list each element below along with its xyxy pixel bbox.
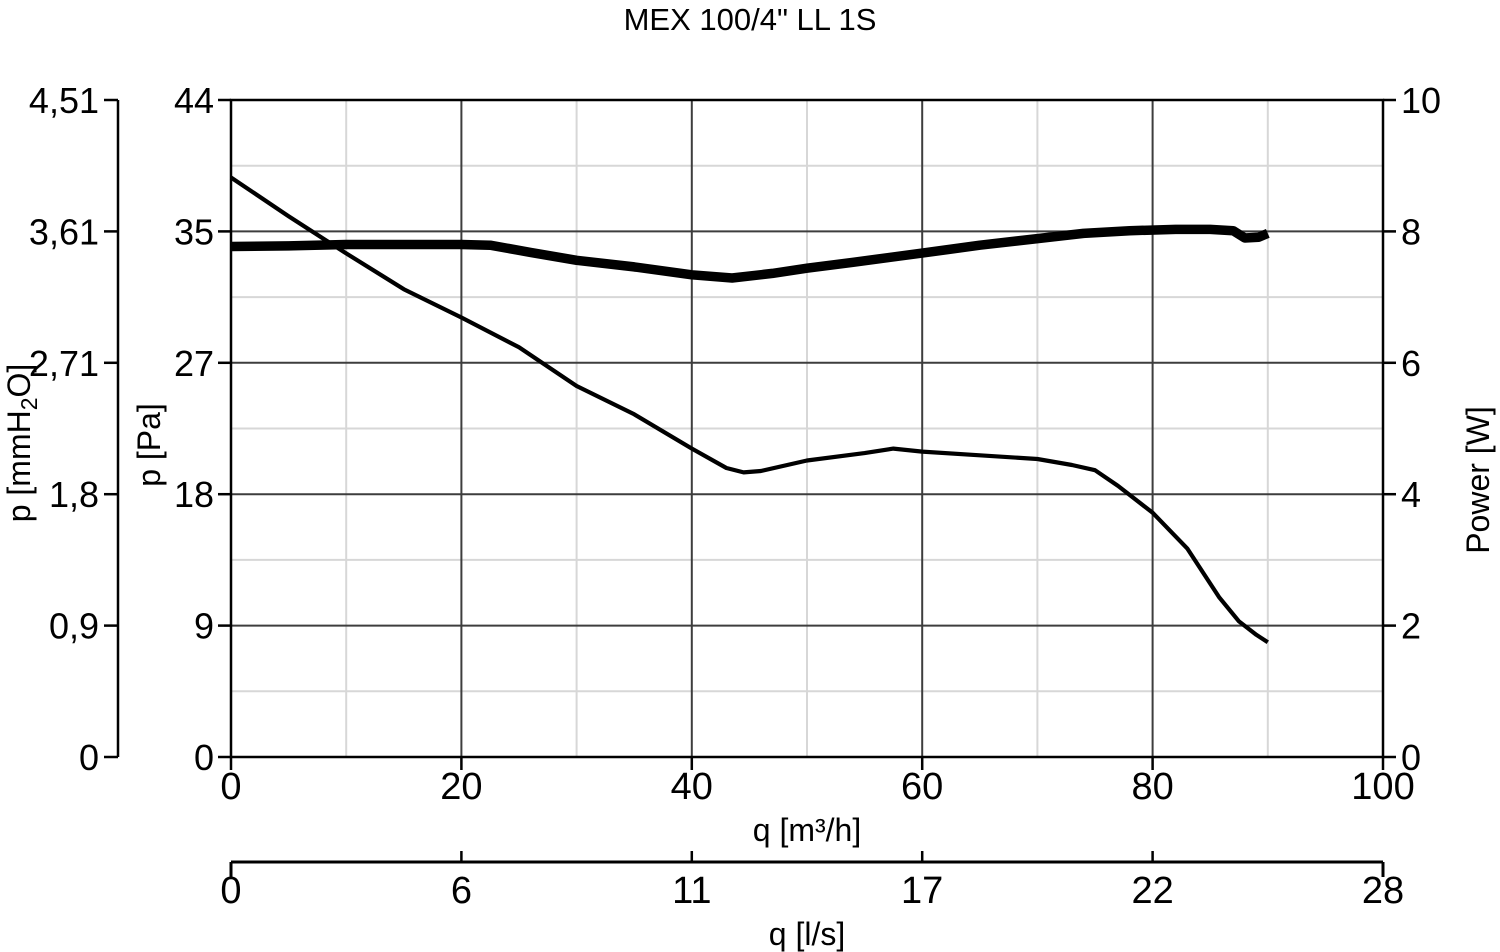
mmh2o-tick-label: 4,51 bbox=[29, 80, 99, 121]
ls-tick-label: 28 bbox=[1362, 870, 1404, 912]
mmh2o-tick-label: 0,9 bbox=[49, 606, 99, 647]
ls-tick-label: 17 bbox=[901, 870, 943, 912]
m3h-tick-label: 80 bbox=[1131, 766, 1173, 808]
pa-tick-label: 0 bbox=[194, 737, 214, 778]
power-curve bbox=[230, 224, 1270, 283]
y-axis-title-pa: p [Pa] bbox=[131, 403, 167, 487]
mmh2o-tick-label: 3,61 bbox=[29, 211, 99, 252]
mmh2o-tick-label: 2,71 bbox=[29, 343, 99, 384]
ls-tick-label: 22 bbox=[1131, 870, 1173, 912]
y-axis-title-mmh2o-sub: 2 bbox=[16, 397, 42, 410]
grid-minor bbox=[231, 100, 1383, 757]
mmh2o-tick-label: 0 bbox=[79, 737, 99, 778]
y-axis-title-mmh2o-pre: p [mmH bbox=[1, 410, 37, 522]
mmh2o-tick-label: 1,8 bbox=[49, 474, 99, 515]
axes bbox=[104, 98, 1396, 877]
ls-tick-label: 6 bbox=[451, 870, 472, 912]
pa-tick-label: 44 bbox=[174, 80, 214, 121]
pa-tick-label: 18 bbox=[174, 474, 214, 515]
chart-title: MEX 100/4" LL 1S bbox=[624, 2, 877, 37]
m3h-tick-label: 60 bbox=[901, 766, 943, 808]
m3h-tick-label: 20 bbox=[440, 766, 482, 808]
curves bbox=[229, 175, 1270, 645]
x-axis-title-ls: q [l/s] bbox=[769, 916, 845, 952]
ls-tick-label: 0 bbox=[220, 870, 241, 912]
plot-frame bbox=[229, 98, 1385, 759]
pa-tick-label: 27 bbox=[174, 343, 214, 384]
pa-tick-label: 9 bbox=[194, 606, 214, 647]
y-axis-title-power: Power [W] bbox=[1460, 406, 1496, 554]
pa-tick-label: 35 bbox=[174, 211, 214, 252]
m3h-tick-label: 100 bbox=[1351, 766, 1414, 808]
power-tick-label: 8 bbox=[1401, 211, 1421, 252]
x-axis-title-m3h: q [m³/h] bbox=[753, 812, 861, 848]
ls-tick-label: 11 bbox=[672, 870, 711, 912]
pressure-curve bbox=[229, 175, 1269, 645]
power-tick-label: 0 bbox=[1401, 737, 1421, 778]
m3h-tick-label: 40 bbox=[671, 766, 713, 808]
m3h-tick-label: 0 bbox=[220, 766, 241, 808]
power-tick-label: 2 bbox=[1401, 606, 1421, 647]
power-tick-label: 10 bbox=[1401, 80, 1441, 121]
power-tick-label: 6 bbox=[1401, 343, 1421, 384]
y-axis-title-mmh2o-post: O] bbox=[1, 364, 37, 398]
y-axis-title-mmh2o: p [mmH2O] bbox=[1, 364, 42, 523]
power-tick-label: 4 bbox=[1401, 474, 1421, 515]
